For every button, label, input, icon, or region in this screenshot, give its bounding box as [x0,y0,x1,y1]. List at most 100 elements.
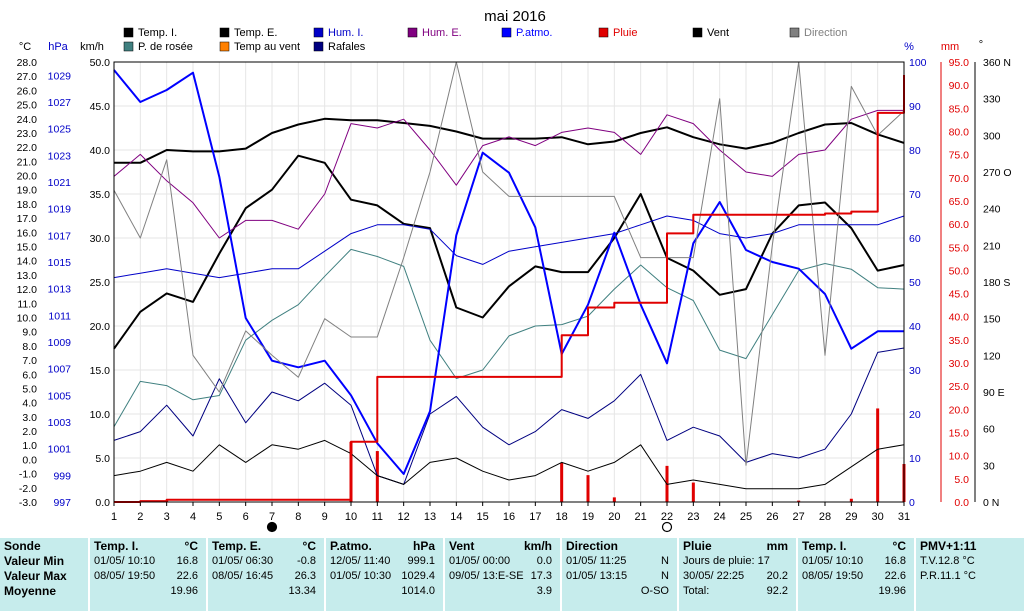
stats-row: 01/05/ 13:15 N [566,569,673,584]
direction-tick-label: 60 [983,424,995,436]
temp-tick-label: 3.0 [22,412,37,424]
x-tick-label: 17 [529,511,541,523]
stats-row: 01/05/ 06:30 -0.8 [212,554,320,569]
wind-tick-label: 10.0 [90,409,111,421]
series-line-hum_e [113,109,904,239]
series-line-direction [113,61,905,466]
temp-tick-label: 13.0 [17,270,38,282]
x-tick-label: 29 [845,511,857,523]
stats-time: 01/05/ 10:10 [802,555,864,567]
rain-tick-label: 0.0 [954,497,969,509]
pressure-tick-label: 997 [53,497,71,509]
stats-row: Valeur Max [4,569,67,583]
stats-value: 17.3 [530,570,552,582]
temp-tick-label: 21.0 [17,156,38,168]
stats-value: -0.8 [297,555,316,567]
temp-tick-label: -2.0 [19,483,37,495]
x-tick-label: 9 [322,511,328,523]
stats-value: 19.96 [170,585,198,597]
wind-tick-label: 15.0 [90,365,111,377]
stats-time: 30/05/ 22:25 [683,570,745,582]
rain-tick-label: 25.0 [949,381,970,393]
x-tick-label: 7 [269,511,275,523]
direction-tick-label: 240 [983,204,1001,216]
moon-new-marker [266,521,278,533]
pressure-tick-label: 1025 [48,124,72,136]
temp-tick-label: 12.0 [17,284,38,296]
legend-label: Rafales [328,41,366,53]
pressure-tick-label: 1019 [48,204,72,216]
stats-time: 01/05/ 11:25 [566,555,627,567]
wind-tick-label: 35.0 [90,189,111,201]
stats-value: 999.1 [407,555,435,567]
temp-tick-label: 26.0 [17,85,38,97]
direction-tick-label: 300 [983,130,1001,142]
temp-tick-label: 0.0 [22,454,37,466]
stats-unit: °C [184,539,198,553]
legend-swatch [407,27,418,38]
stats-row: T.V.12.8 °C [920,554,1020,569]
rain-tick-label: 40.0 [949,312,970,324]
stats-header: Sonde [4,539,41,553]
stats-time: 08/05/ 19:50 [94,570,156,582]
series-line-pressure [113,69,904,475]
stats-time: 01/05/ 00:00 [449,555,511,567]
series-line-rain_cumul [114,75,905,503]
humidity-tick-label: 20 [909,409,921,421]
temp-tick-label: 27.0 [17,71,38,83]
stats-value: 16.8 [176,555,198,567]
legend-swatch [313,27,324,38]
stats-column: Temp. E. °C 01/05/ 06:30 -0.8 08/05/ 16:45 26… [206,538,324,611]
unit-temp: °C [19,41,31,53]
stats-row: 30/05/ 22:25 20.2 [683,569,792,584]
rain-bar [586,475,590,502]
stats-row: 08/05/ 19:50 22.6 [802,569,910,584]
humidity-tick-label: 80 [909,145,921,157]
x-tick-label: 27 [793,511,805,523]
temp-tick-label: -3.0 [19,497,37,509]
x-tick-label: 15 [477,511,489,523]
stats-row: 01/05/ 10:30 1029.4 [330,569,439,584]
temp-tick-label: 14.0 [17,256,38,268]
legend-label: Temp. I. [138,27,177,39]
x-tick-label: 21 [635,511,647,523]
legend-swatch [219,27,230,38]
stats-row: Moyenne [4,584,57,598]
x-tick-label: 30 [872,511,884,523]
x-tick-label: 11 [372,511,383,523]
rain-tick-label: 70.0 [949,173,970,185]
legend-swatch [598,27,609,38]
stats-row: 19.96 [802,584,910,599]
humidity-tick-label: 50 [909,277,921,289]
rain-bar [691,482,695,502]
stats-value: 3.9 [536,585,552,597]
humidity-tick-label: 10 [909,453,921,465]
wind-tick-label: 50.0 [90,57,111,69]
direction-tick-label: 30 [983,460,995,472]
wind-tick-label: 25.0 [90,277,111,289]
direction-tick-label: 210 [983,240,1001,252]
temp-tick-label: -1.0 [19,469,37,481]
x-tick-label: 19 [582,511,594,523]
temp-tick-label: 2.0 [22,426,37,438]
x-tick-label: 3 [164,511,170,523]
stats-row: 01/05/ 10:10 16.8 [94,554,202,569]
stats-row: 01/05/ 11:25 N [566,554,673,569]
stats-time: 09/05/ 13:E-SE [449,570,524,582]
legend-label: Pluie [613,27,637,39]
legend: Temp. I. Temp. E. Hum. I. Hum. E. P.atmo. Plu… [123,27,847,53]
stats-row: 01/05/ 10:10 16.8 [802,554,910,569]
pressure-tick-label: 1021 [48,177,72,189]
stats-header: Temp. E. °C [212,539,316,553]
pressure-tick-label: 1007 [48,364,72,376]
weather-chart: mai 2016 Temp. I. Temp. E. Hum. I. Hum. E. P… [17,8,1012,533]
pressure-tick-label: 1015 [48,257,72,269]
rain-tick-label: 75.0 [949,150,970,162]
humidity-tick-label: 30 [909,365,921,377]
rain-tick-label: 55.0 [949,242,970,254]
plot-frame [113,61,905,503]
legend-swatch [219,41,230,52]
stats-row: P.R.11.1 °C [920,569,1020,584]
stats-value: 20.2 [766,570,788,582]
temp-tick-label: 23.0 [17,128,38,140]
